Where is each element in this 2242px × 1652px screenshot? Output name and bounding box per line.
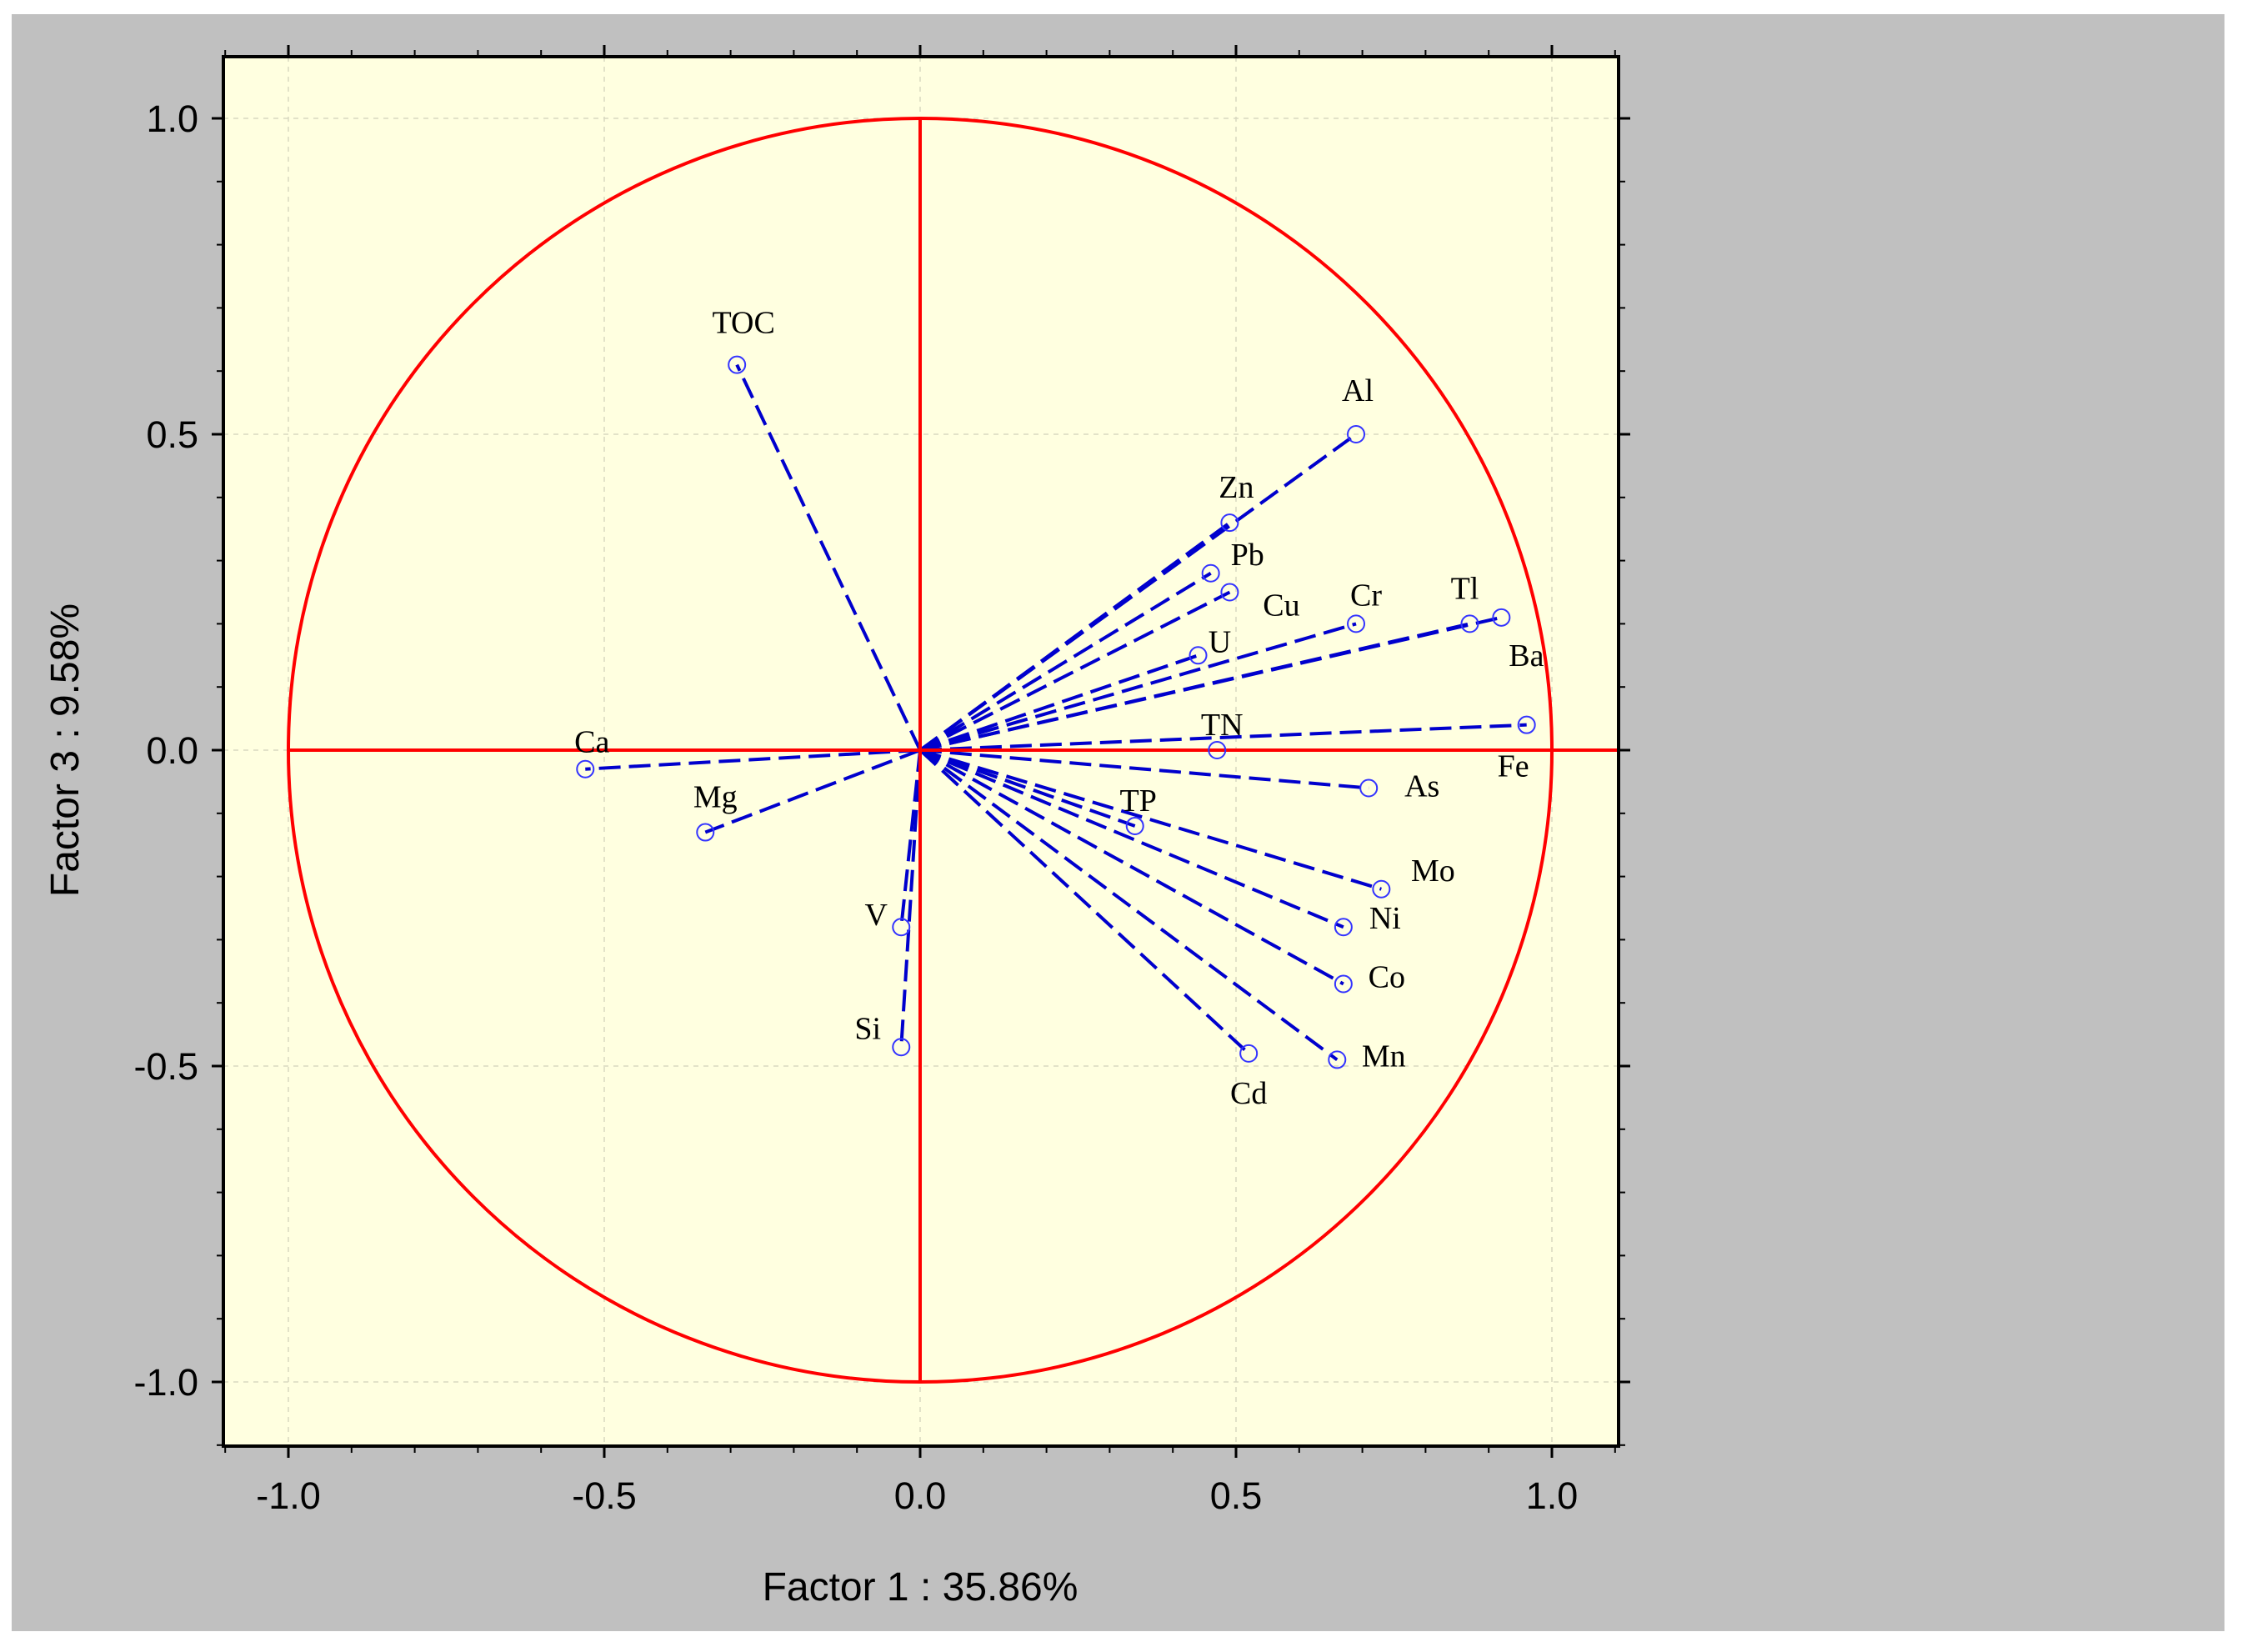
marker-u [1189, 646, 1208, 665]
label-mg: Mg [693, 780, 738, 815]
x-tick-label: -0.5 [572, 1474, 637, 1517]
marker-cr [1347, 614, 1366, 633]
loading-markers: TOC Al Zn Pb Cu U Cr Tl Ba Fe TN As TP Mo Ni Co Mn Cd Ca Mg… [574, 306, 1544, 1111]
label-ca: Ca [574, 725, 609, 760]
y-tick-label: 1.0 [146, 98, 198, 140]
y-tick-label: 0.5 [146, 413, 198, 456]
marker-v [892, 918, 911, 937]
y-axis-title: Factor 3 : 9.58% [43, 603, 88, 897]
label-si: Si [854, 1011, 881, 1046]
axis-ticks: -1.0 -0.5 0.0 0.5 1.0 -1.0 -0.5 0.0 0.5 1.0 [133, 45, 1630, 1517]
label-v: V [865, 898, 888, 933]
vector-mg [704, 748, 921, 834]
marker-tp [1125, 816, 1144, 835]
label-toc: TOC [713, 306, 775, 341]
label-tl: Tl [1451, 571, 1479, 606]
vector-toc [735, 363, 922, 751]
label-cd: Cd [1230, 1076, 1267, 1111]
x-tick-label: -1.0 [256, 1474, 321, 1517]
vector-tp [919, 748, 1136, 828]
label-zn: Zn [1219, 470, 1254, 505]
label-ni: Ni [1369, 901, 1401, 936]
marker-si [892, 1038, 911, 1057]
marker-mo [1372, 879, 1391, 899]
marker-zn [1220, 513, 1239, 533]
marker-as [1359, 778, 1379, 798]
marker-fe [1517, 715, 1536, 734]
vector-si [899, 749, 922, 1048]
marker-mn [1328, 1050, 1347, 1069]
marker-al [1347, 425, 1366, 443]
y-tick-label: -1.0 [133, 1361, 198, 1404]
vector-mn [918, 748, 1339, 1062]
vector-zn [918, 521, 1231, 752]
marker-ca [576, 759, 595, 778]
vector-cd [918, 748, 1250, 1055]
marker-co [1334, 974, 1353, 994]
marker-toc [728, 355, 747, 374]
vector-u [919, 653, 1199, 752]
label-fe: Fe [1498, 749, 1529, 784]
vector-cr [919, 622, 1357, 752]
label-u: U [1209, 624, 1231, 659]
label-tp: TP [1120, 783, 1157, 818]
vector-pb [918, 572, 1212, 752]
label-ba: Ba [1509, 638, 1544, 673]
label-co: Co [1369, 959, 1405, 994]
loading-vectors [585, 363, 1527, 1062]
label-pb: Pb [1231, 538, 1264, 573]
marker-ba [1492, 608, 1511, 627]
label-mn: Mn [1362, 1039, 1406, 1074]
vector-co [919, 748, 1344, 986]
marker-pb [1201, 563, 1220, 583]
marker-tn [1208, 741, 1227, 759]
marker-tl [1460, 614, 1479, 633]
x-tick-label: 1.0 [1526, 1474, 1579, 1517]
marker-cd [1239, 1044, 1259, 1063]
marker-ni [1334, 918, 1353, 937]
label-tn: TN [1201, 708, 1244, 743]
y-tick-label: -0.5 [133, 1045, 198, 1088]
x-tick-label: 0.5 [1210, 1474, 1263, 1517]
x-tick-label: 0.0 [894, 1474, 947, 1517]
label-al: Al [1342, 373, 1374, 408]
y-tick-label: 0.0 [146, 729, 198, 772]
marker-mg [696, 823, 715, 842]
vector-ca [585, 748, 921, 771]
vector-fe [919, 723, 1527, 752]
vector-ba [919, 615, 1502, 752]
label-cu: Cu [1263, 588, 1299, 623]
label-cr: Cr [1350, 578, 1382, 613]
label-as: As [1404, 768, 1439, 803]
marker-cu [1220, 583, 1239, 602]
vector-mo [919, 748, 1382, 891]
x-axis-title: Factor 1 : 35.86% [763, 1565, 1078, 1609]
vector-as [919, 748, 1369, 790]
label-mo: Mo [1411, 854, 1455, 889]
vector-ni [919, 748, 1344, 929]
unit-circle-layer [287, 117, 1619, 1384]
vector-cu [919, 590, 1231, 752]
